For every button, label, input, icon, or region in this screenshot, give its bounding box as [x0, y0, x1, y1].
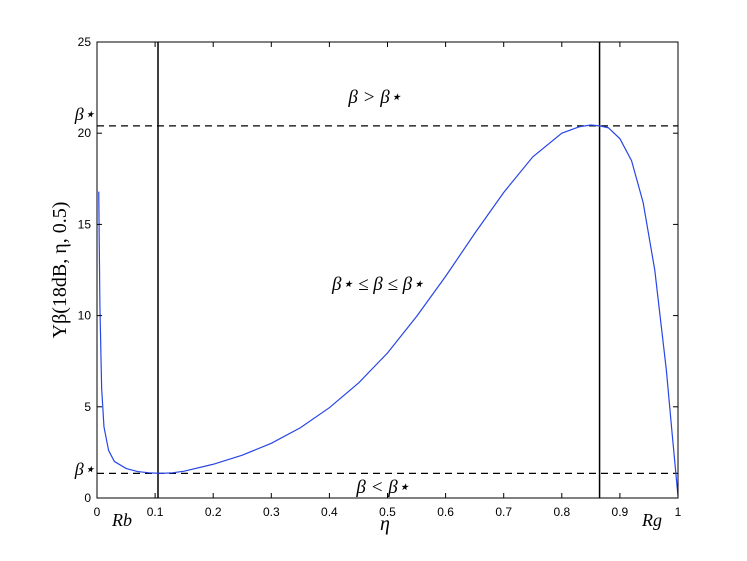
y-tick-label: 0: [84, 491, 91, 505]
x-tick-label: 0.9: [612, 505, 629, 519]
rg-marker-label: Rg: [641, 510, 662, 530]
reference-lines: [97, 42, 678, 498]
x-tick-label: 0.1: [147, 505, 164, 519]
y-tick-label: 25: [78, 35, 92, 49]
x-tick-label: 0.8: [553, 505, 570, 519]
rb-marker-label: Rb: [111, 510, 132, 530]
y-tick-label: 15: [78, 217, 92, 231]
x-axis-label: η: [380, 513, 390, 535]
beta-star-lower-marker: β⋆: [74, 459, 95, 479]
series-layer: [98, 124, 679, 497]
beta-star-upper-marker: β⋆: [74, 104, 95, 124]
x-tick-label: 0.7: [495, 505, 512, 519]
y-tick-label: 10: [78, 309, 92, 323]
x-tick-label: 0.5: [379, 505, 396, 519]
x-tick-label: 1: [675, 505, 682, 519]
y-axis-label: Υβ(18dB, η, 0.5): [49, 202, 71, 339]
axes-frame: [96, 41, 679, 499]
x-tick-label: 0: [94, 505, 101, 519]
lower-region-label: β < β⋆: [355, 477, 409, 498]
y-tick-label: 20: [78, 126, 92, 140]
x-tick-label: 0.3: [263, 505, 280, 519]
x-tick-label: 0.6: [437, 505, 454, 519]
y-axis-ticks: 0 5 10 15 20 25: [78, 35, 678, 505]
x-tick-label: 0.4: [321, 505, 338, 519]
y-tick-label: 5: [84, 400, 91, 414]
x-tick-label: 0.2: [205, 505, 222, 519]
svg-text:Υβ(18dB, η, 0.5): Υβ(18dB, η, 0.5): [49, 202, 71, 339]
upper-region-label: β > β⋆: [347, 87, 401, 108]
x-axis-ticks: 0 0.1 0.2 0.3 0.4 0.5 0.6 0.7 0.8 0.9 1: [94, 42, 682, 519]
series-line: [98, 124, 679, 497]
middle-region-label: β⋆ ≤ β ≤ β⋆: [331, 274, 424, 295]
